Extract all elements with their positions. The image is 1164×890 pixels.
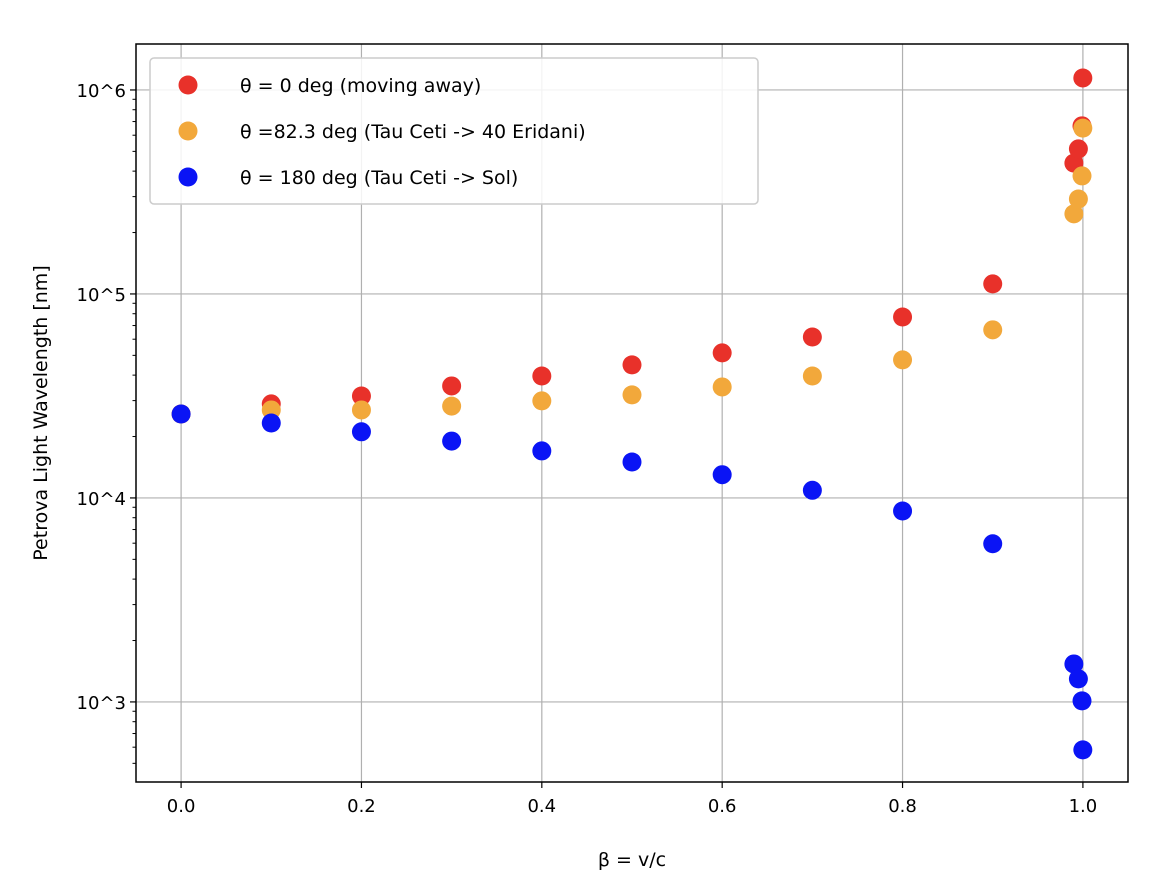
data-point — [893, 350, 913, 370]
data-points — [171, 68, 1093, 760]
x-axis-label: β = v/c — [598, 849, 666, 871]
data-point — [1068, 139, 1088, 159]
y-tick-label: 10^5 — [77, 285, 126, 306]
data-point — [622, 385, 642, 405]
x-tick-label: 0.6 — [708, 796, 737, 817]
data-point — [1064, 654, 1084, 674]
data-point — [983, 274, 1003, 294]
plot-frame — [135, 43, 1129, 783]
data-point — [261, 400, 281, 420]
y-tick-label: 10^6 — [77, 81, 126, 102]
data-point — [442, 431, 462, 451]
data-point — [351, 386, 371, 406]
data-point — [1068, 669, 1088, 689]
data-point — [261, 413, 281, 433]
data-point — [442, 396, 462, 416]
data-point — [532, 391, 552, 411]
data-point — [532, 366, 552, 386]
y-axis-label: Petrova Light Wavelength [nm] — [30, 265, 52, 560]
data-point — [712, 465, 732, 485]
data-point — [712, 343, 732, 363]
data-point — [622, 452, 642, 472]
data-point — [1072, 166, 1092, 186]
legend-marker — [178, 167, 198, 187]
legend: θ = 0 deg (moving away) θ =82.3 deg (Tau … — [149, 57, 759, 205]
y-tick-label: 10^4 — [77, 489, 126, 510]
data-point — [802, 366, 822, 386]
legend-label: θ = 180 deg (Tau Ceti -> Sol) — [240, 167, 518, 189]
data-point — [1073, 118, 1093, 138]
x-tick-label: 0.2 — [347, 796, 376, 817]
x-tick-label: 0.4 — [527, 796, 556, 817]
x-tick-label: 1.0 — [1069, 796, 1098, 817]
legend-label: θ = 0 deg (moving away) — [240, 75, 481, 97]
data-point — [802, 327, 822, 347]
data-point — [532, 441, 552, 461]
data-point — [171, 404, 191, 424]
data-point — [1068, 189, 1088, 209]
data-point — [802, 480, 822, 500]
data-point — [351, 400, 371, 420]
x-tick-label: 0.0 — [167, 796, 196, 817]
legend-marker — [178, 75, 198, 95]
data-point — [712, 377, 732, 397]
data-point — [893, 501, 913, 521]
data-point — [893, 307, 913, 327]
data-point — [1073, 740, 1093, 760]
legend-marker — [178, 121, 198, 141]
legend-box — [149, 57, 759, 205]
legend-label: θ =82.3 deg (Tau Ceti -> 40 Eridani) — [240, 121, 586, 143]
data-point — [1064, 204, 1084, 224]
data-point — [351, 422, 371, 442]
y-tick-label: 10^3 — [77, 693, 126, 714]
x-tick-label: 0.8 — [888, 796, 917, 817]
data-point — [442, 376, 462, 396]
data-point — [1073, 68, 1093, 88]
data-point — [983, 534, 1003, 554]
data-point — [622, 355, 642, 375]
axis-ticks: 10^3 10^4 10^5 10^6 0.0 0.2 0.4 0.6 0.8 1.0 — [77, 81, 1098, 817]
data-point — [983, 320, 1003, 340]
data-point — [1072, 691, 1092, 711]
